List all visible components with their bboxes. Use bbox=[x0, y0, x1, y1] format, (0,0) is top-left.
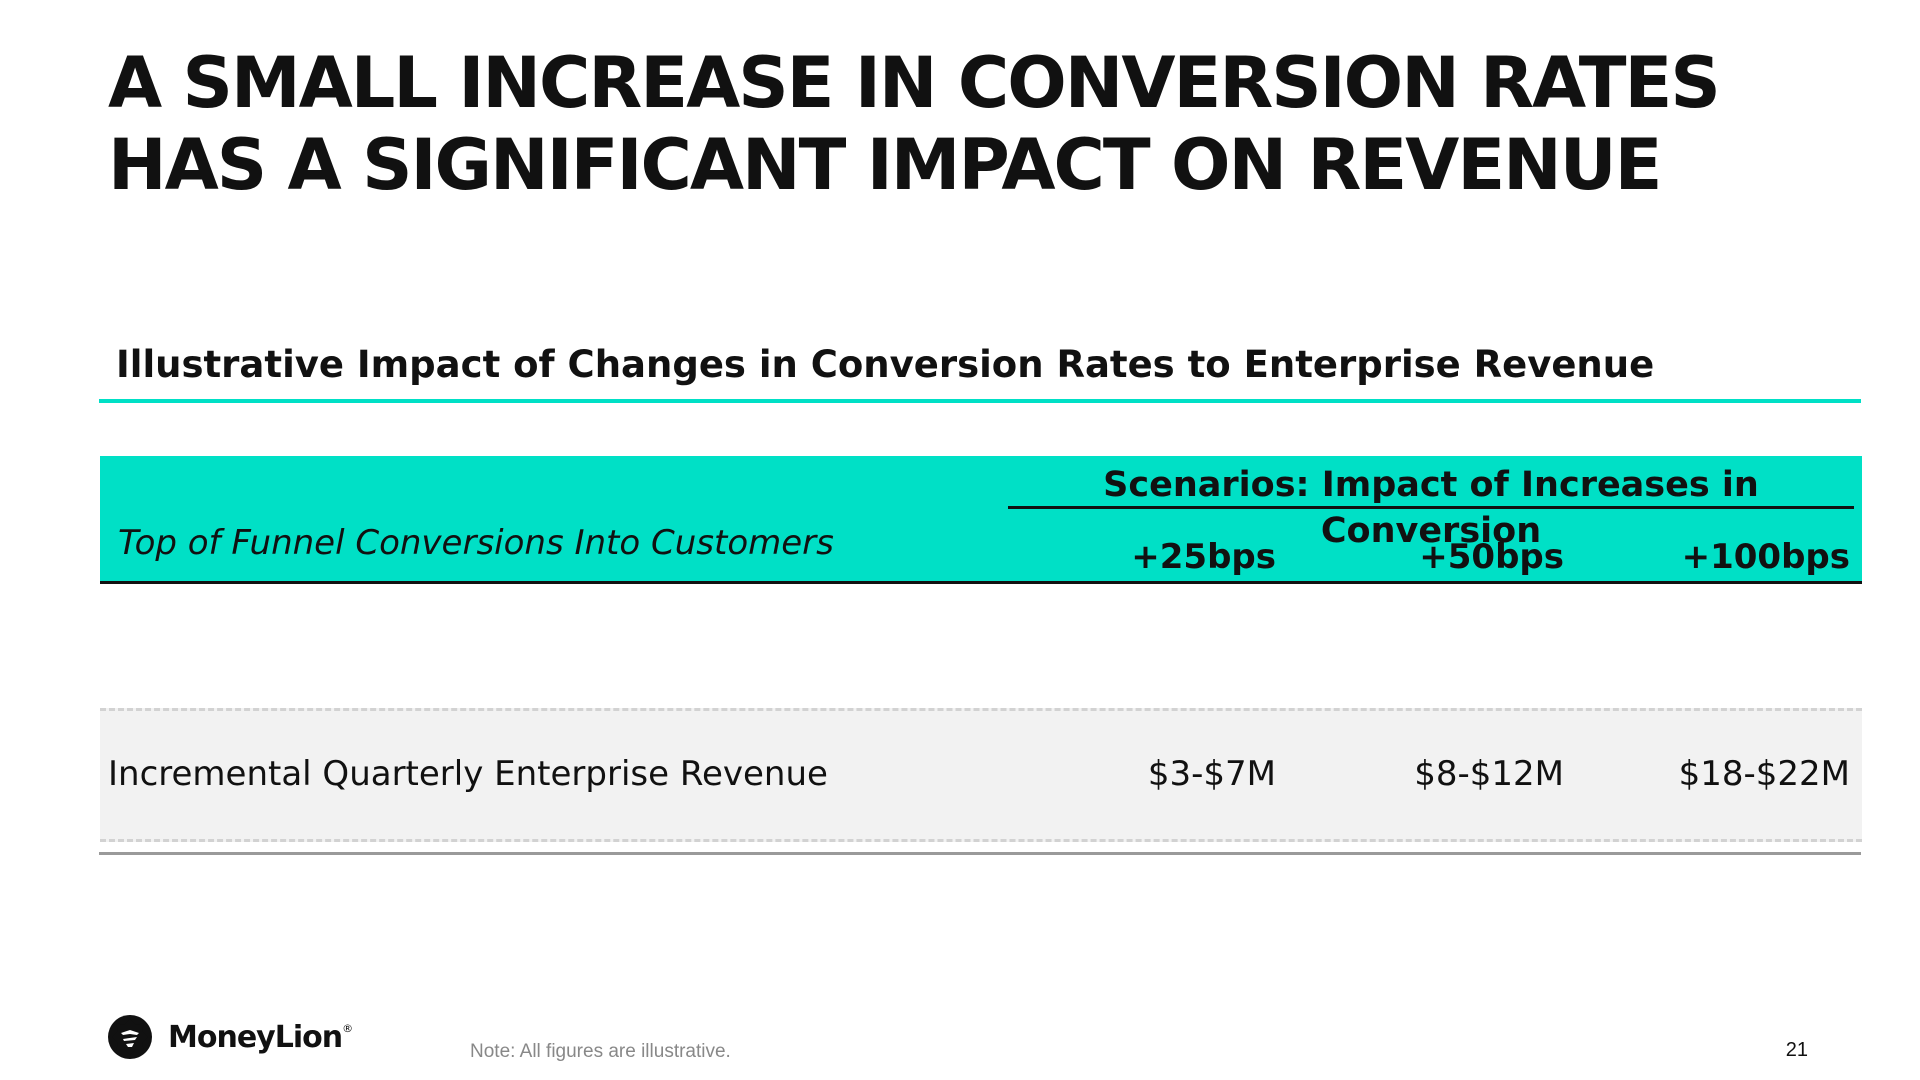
table-row bbox=[100, 708, 1862, 842]
subtitle-divider bbox=[99, 399, 1861, 403]
table-bottom-rule bbox=[99, 852, 1861, 855]
cell-revenue-25bps: $3-$7M bbox=[1147, 754, 1276, 794]
column-header-25bps: +25bps bbox=[1131, 537, 1276, 577]
table-subtitle: Illustrative Impact of Changes in Conver… bbox=[116, 343, 1655, 386]
scenario-header-underline bbox=[1008, 506, 1854, 509]
column-header-50bps: +50bps bbox=[1419, 537, 1564, 577]
scenario-group-header: Scenarios: Impact of Increases in Conver… bbox=[1103, 465, 1759, 551]
cell-revenue-100bps: $18-$22M bbox=[1678, 754, 1850, 794]
slide-title: A SMALL INCREASE IN CONVERSION RATES HAS… bbox=[108, 42, 1721, 206]
page-number: 21 bbox=[1785, 1039, 1808, 1061]
footnote: Note: All figures are illustrative. bbox=[470, 1041, 731, 1062]
lion-head-icon bbox=[108, 1015, 152, 1059]
cell-revenue-50bps: $8-$12M bbox=[1414, 754, 1564, 794]
column-header-100bps: +100bps bbox=[1681, 537, 1850, 577]
brand-logo: MoneyLion® bbox=[106, 1012, 353, 1062]
row-header-label: Top of Funnel Conversions Into Customers bbox=[118, 523, 834, 563]
row-label-revenue: Incremental Quarterly Enterprise Revenue bbox=[108, 754, 828, 794]
brand-wordmark: MoneyLion® bbox=[168, 1019, 353, 1055]
table-header-band bbox=[100, 456, 1862, 584]
